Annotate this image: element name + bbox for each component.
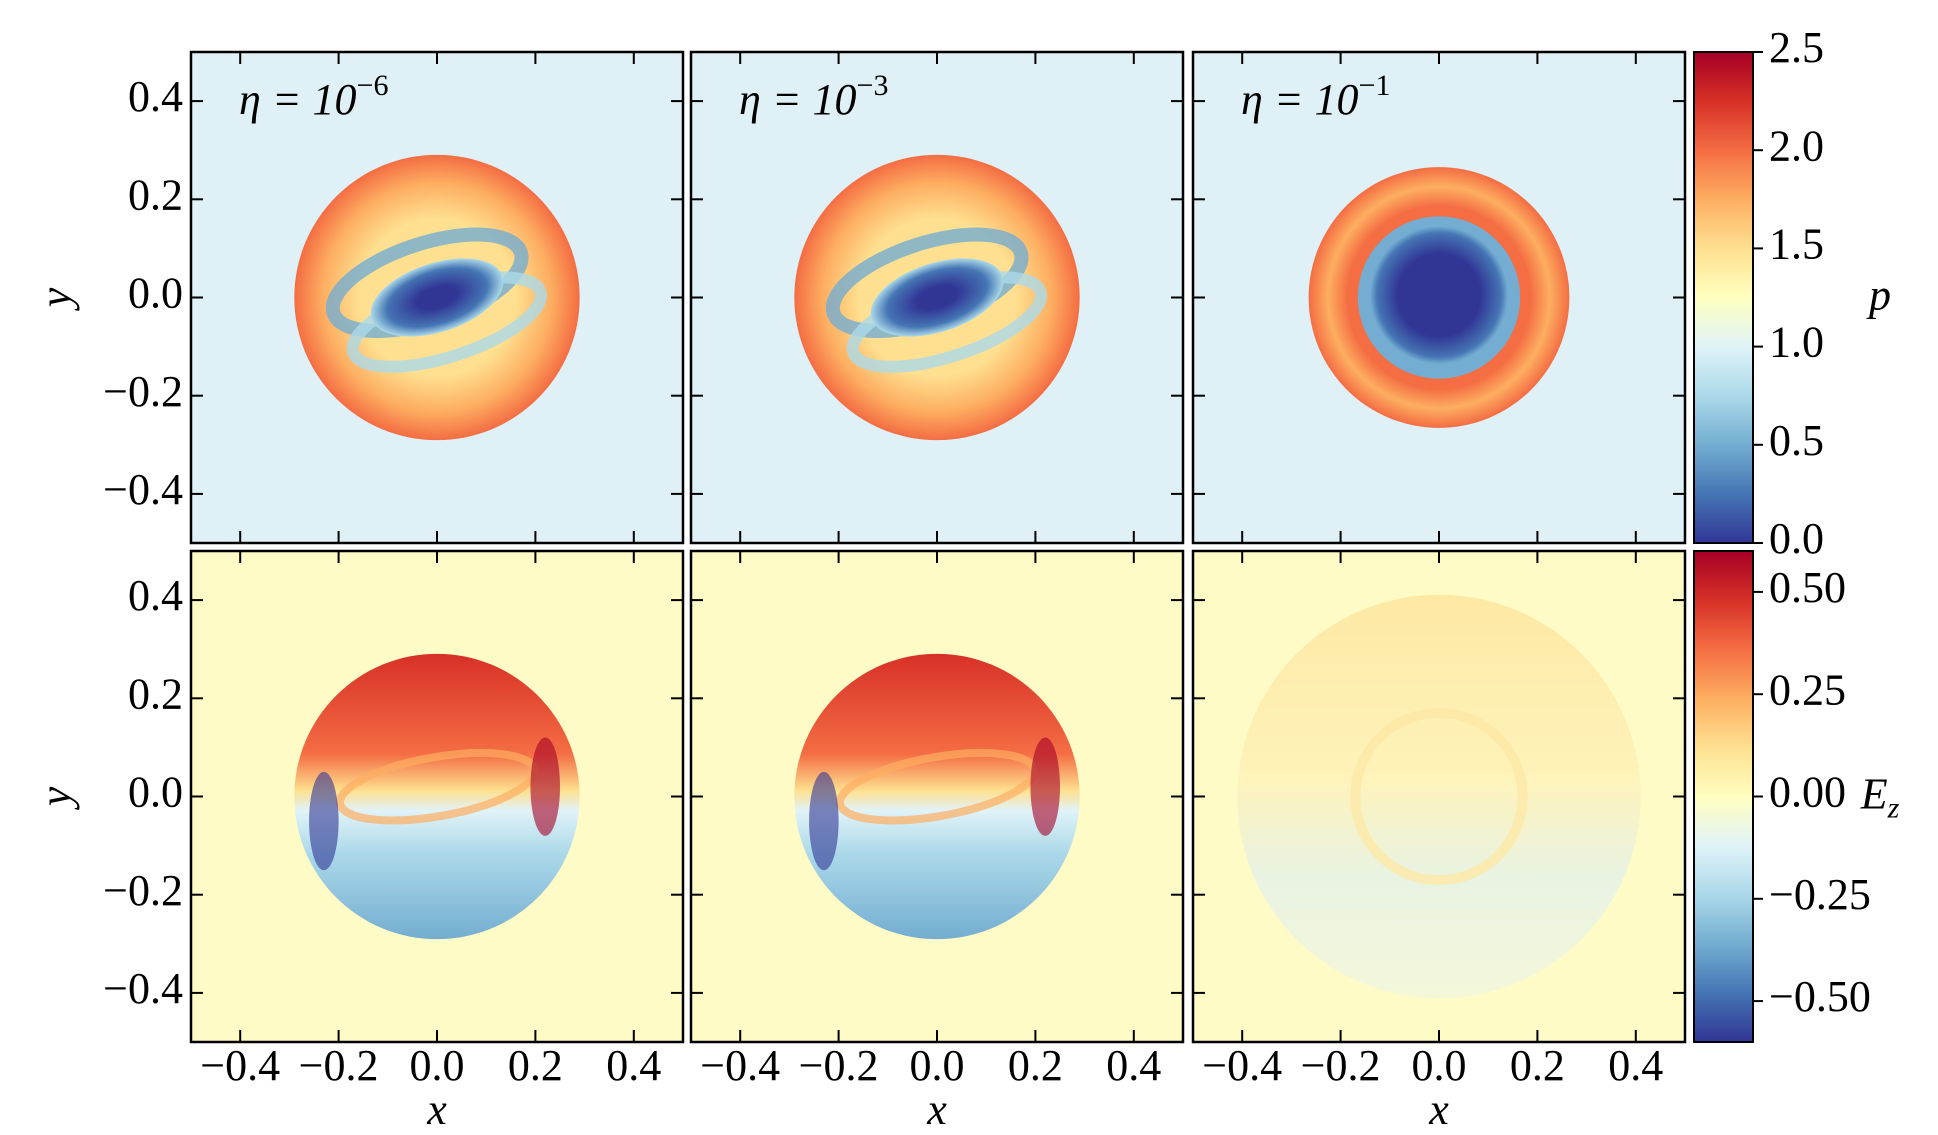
colorbar-label-subscript: z	[1887, 791, 1900, 824]
x-tick-label: −0.2	[299, 1041, 379, 1090]
annotation-base: η = 10	[1241, 75, 1359, 124]
field-shape	[870, 258, 1004, 337]
field-shape	[294, 653, 580, 940]
x-tick-label: 0.4	[606, 1041, 661, 1090]
heatmap	[191, 52, 683, 543]
x-tick-label: 0.2	[1008, 1041, 1063, 1090]
y-axis-label: y	[31, 287, 80, 311]
annotation: η = 10−6	[239, 69, 388, 124]
x-tick-label: 0.0	[910, 1041, 965, 1090]
y-tick-label: −0.2	[103, 367, 183, 416]
colorbar-label: Ez	[1860, 770, 1900, 825]
panel: −0.4 −0.2 0.0 0.2 0.4 x	[1191, 549, 1687, 1134]
annotation-base: η = 10	[239, 75, 357, 124]
annotation-exponent: −6	[357, 69, 389, 102]
field-shape	[794, 653, 1080, 940]
field-shape	[1370, 226, 1508, 364]
colorbar-tick-label: −0.50	[1769, 972, 1871, 1021]
field-shape	[809, 771, 839, 871]
colorbar-tick-label: 0.0	[1769, 514, 1824, 563]
colorbar-tick-label: 2.5	[1769, 23, 1824, 72]
x-tick-label: 0.0	[410, 1041, 465, 1090]
colorbar-tick-label: 0.5	[1769, 416, 1824, 465]
x-tick-label: −0.4	[200, 1041, 280, 1090]
annotation: η = 10−1	[1241, 69, 1390, 124]
panel: η = 10−1	[1191, 50, 1687, 545]
x-tick-label: −0.2	[1301, 1041, 1381, 1090]
x-tick-label: 0.2	[1510, 1041, 1565, 1090]
x-tick-label: −0.4	[1202, 1041, 1282, 1090]
colorbar-label-text: E	[1860, 770, 1888, 819]
field-shape	[1350, 707, 1528, 886]
colorbar: 0.0 0.5 1.0 1.5 2.0 2.5 p	[1693, 23, 1891, 563]
annotation-exponent: −1	[1359, 69, 1391, 102]
field-shape	[1030, 737, 1060, 836]
colorbar-scale	[1693, 51, 1754, 544]
heatmap	[691, 551, 1183, 1042]
annotation: η = 10−3	[739, 69, 888, 124]
x-axis-label: x	[1428, 1085, 1449, 1130]
x-tick-label: −0.2	[799, 1041, 879, 1090]
colorbar-tick-label: −0.25	[1769, 870, 1871, 919]
heatmap	[191, 551, 683, 1042]
colorbar-label-text: p	[1866, 271, 1891, 320]
y-tick-label: 0.0	[128, 269, 183, 318]
panel: −0.4 −0.2 0.0 0.2 0.4 −0.4 −0.2 0.0 0.2 0.4 x y	[31, 549, 685, 1134]
panel: −0.4 −0.2 0.0 0.2 0.4 x	[689, 549, 1185, 1134]
heatmap	[691, 52, 1183, 543]
x-tick-label: 0.0	[1412, 1041, 1467, 1090]
colorbar-tick-label: 2.0	[1769, 121, 1824, 170]
colorbar-tick-label: 0.00	[1769, 768, 1846, 817]
field-shape	[309, 771, 339, 871]
y-tick-label: 0.2	[128, 669, 183, 718]
colorbar: −0.50 −0.25 0.00 0.25 0.50 Ez	[1693, 550, 1900, 1043]
y-tick-label: −0.4	[103, 465, 183, 514]
colorbar-scale	[1693, 550, 1754, 1043]
colorbar-label: p	[1866, 271, 1891, 320]
panel: −0.4 −0.2 0.0 0.2 0.4 y η = 10−6	[31, 50, 685, 545]
colorbar-tick-label: 1.5	[1769, 219, 1824, 268]
x-tick-label: 0.2	[508, 1041, 563, 1090]
x-tick-label: 0.4	[1106, 1041, 1161, 1090]
panel: η = 10−3	[689, 50, 1185, 545]
y-tick-label: 0.4	[128, 72, 183, 121]
field-shape	[1237, 594, 1641, 999]
annotation-base: η = 10	[739, 75, 857, 124]
y-tick-label: −0.4	[103, 964, 183, 1013]
field-shape	[530, 737, 560, 836]
colorbar-tick-label: 0.25	[1769, 665, 1846, 714]
x-tick-label: 0.4	[1608, 1041, 1663, 1090]
x-axis-label: x	[926, 1085, 947, 1130]
x-axis-label: x	[426, 1085, 447, 1130]
y-axis-label: y	[31, 786, 80, 810]
y-tick-label: 0.2	[128, 170, 183, 219]
y-tick-label: 0.0	[128, 768, 183, 817]
field-shape	[370, 258, 504, 337]
y-tick-label: −0.2	[103, 866, 183, 915]
x-tick-label: −0.4	[700, 1041, 780, 1090]
colorbar-tick-label: 0.50	[1769, 563, 1846, 612]
colorbar-tick-label: 1.0	[1769, 318, 1824, 367]
heatmap	[1193, 52, 1685, 543]
annotation-exponent: −3	[857, 69, 889, 102]
heatmap	[1193, 551, 1685, 1042]
y-tick-label: 0.4	[128, 571, 183, 620]
